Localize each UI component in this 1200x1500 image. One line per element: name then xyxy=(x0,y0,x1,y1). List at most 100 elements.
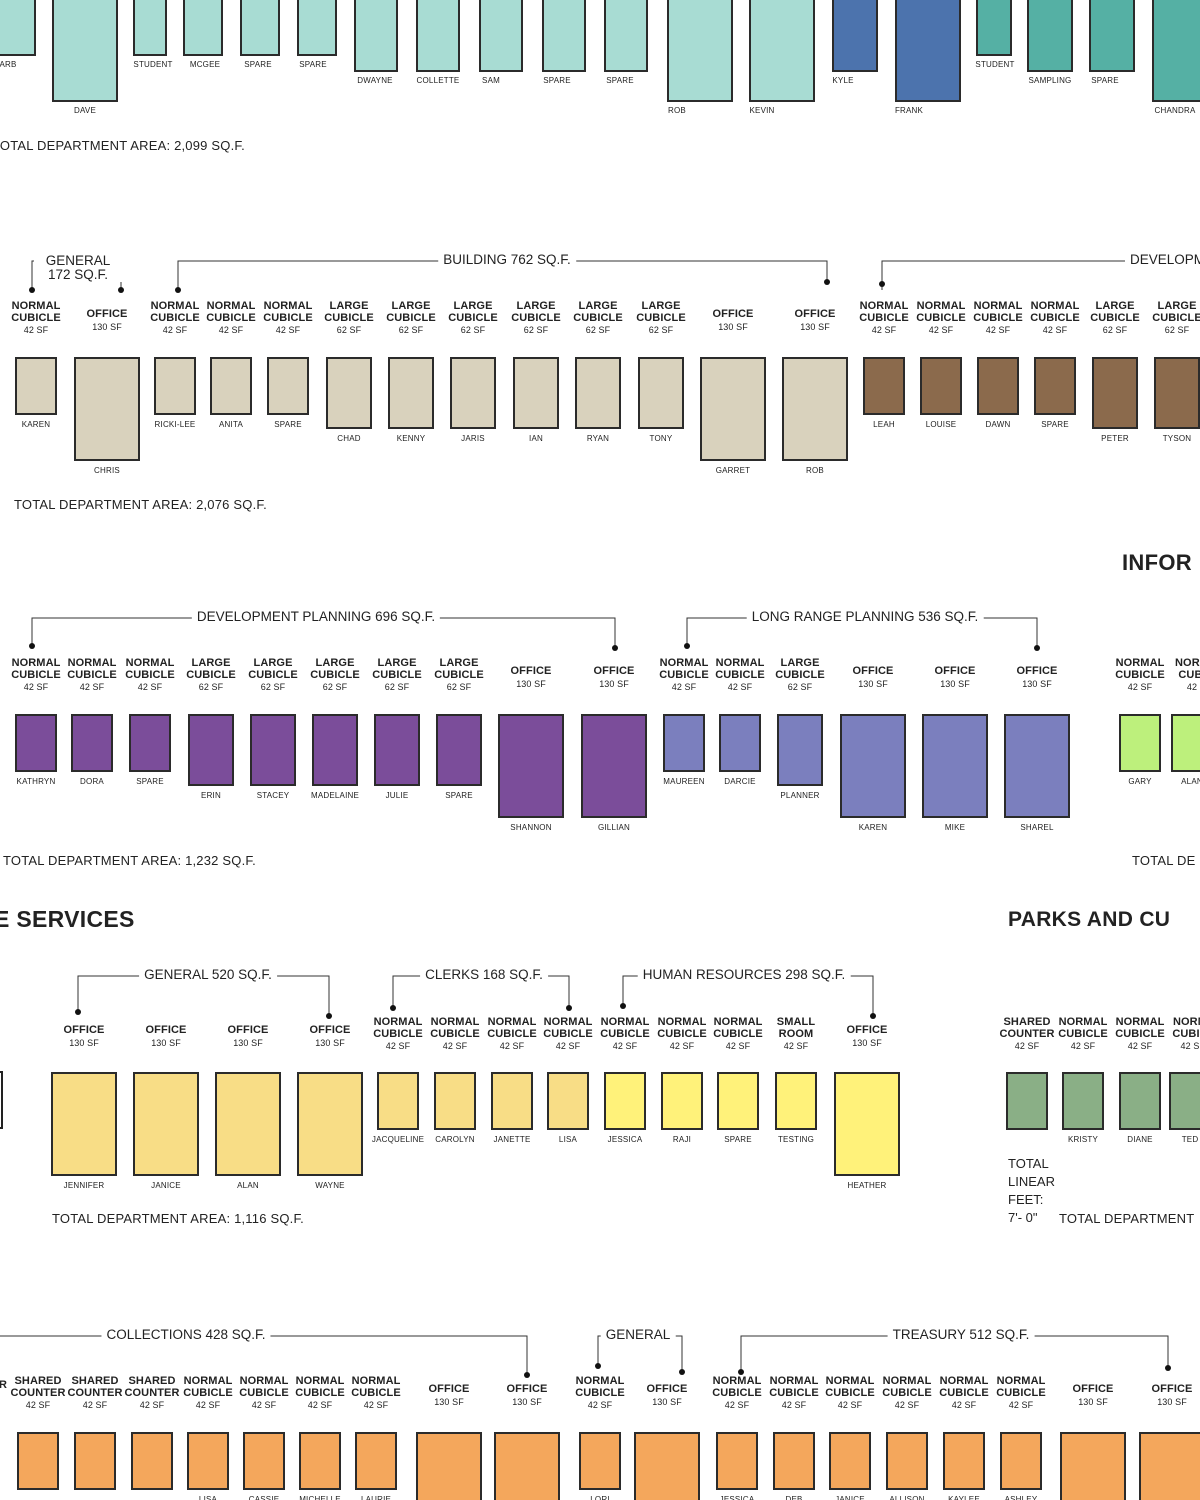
space-box xyxy=(604,1072,646,1130)
occupant-name: DAWN xyxy=(985,420,1011,429)
space-type-line: NORMAL xyxy=(1115,657,1165,669)
occupant-name: LISA xyxy=(198,1495,218,1500)
space-area-label: 42 SF xyxy=(727,682,753,693)
occupant-name: SPARE xyxy=(445,791,473,800)
occupant-name: KATHRYN xyxy=(16,777,56,786)
space-type-line: NORMAL xyxy=(939,1375,989,1387)
space-box xyxy=(700,357,766,461)
space-type-line: OFFICE xyxy=(1016,665,1058,677)
space-type-line: ROOM xyxy=(778,1027,814,1040)
space-type-line: CUBICLE xyxy=(636,311,686,324)
space-type-label: LARGE CUBICLE 62 SF xyxy=(386,300,436,336)
occupant-name: SPARE xyxy=(136,777,164,786)
space-type-label: NORMAL CUBICLE 42 SF xyxy=(67,657,117,693)
occupant-name: PETER xyxy=(1101,434,1129,443)
occupant-name: KAREN xyxy=(21,420,51,429)
space-type-line: NORMAL xyxy=(183,1375,233,1387)
space-area-label: 130 SF xyxy=(1157,1396,1187,1407)
space-box xyxy=(1004,714,1070,818)
occupant-name: CHANDRA xyxy=(1154,106,1196,115)
space-area-label: 130 SF xyxy=(233,1037,263,1048)
space-type-line: CUBICLE xyxy=(150,311,200,324)
space-box xyxy=(976,0,1012,56)
space-area-label: 42 SF xyxy=(1127,1041,1153,1052)
space-type-label: NORMAL CUBICLE 42 SF xyxy=(769,1375,819,1411)
space-area-label: 42 SF xyxy=(79,682,105,693)
linear-feet-line: TOTAL xyxy=(1008,1156,1049,1171)
space-type-label: LARGE CUBICLE 62 SF xyxy=(573,300,623,336)
space-type-line: NORMAL xyxy=(859,300,909,312)
space-type-line: LARGE xyxy=(780,657,820,669)
occupant-name: MAUREEN xyxy=(663,777,705,786)
space-area-label: 42 SF xyxy=(1014,1041,1040,1052)
space-area-label: 130 SF xyxy=(1078,1396,1108,1407)
space-box xyxy=(749,0,815,102)
space-area-label: 42 SF xyxy=(218,325,244,336)
space-type-line: CUBICLE xyxy=(916,311,966,324)
occupant-name: KAYLEE xyxy=(948,1495,980,1500)
space-area-label: 62 SF xyxy=(460,325,486,336)
space-area-label: 62 SF xyxy=(398,325,424,336)
space-box xyxy=(0,0,36,56)
bracket-dot xyxy=(566,1005,572,1011)
occupant-name: DORA xyxy=(80,777,104,786)
space-box xyxy=(74,357,140,461)
occupant-name: SPARE xyxy=(543,76,571,85)
space-type-line: NORMAL xyxy=(712,1375,762,1387)
space-type-line: NORMAL xyxy=(543,1016,593,1028)
occupant-name: DARCIE xyxy=(724,777,756,786)
space-type-line: NORMAL xyxy=(11,300,61,312)
space-area-label: 130 SF xyxy=(858,678,888,689)
space-type-line: OFFICE xyxy=(86,308,128,320)
space-type-line: OFFICE xyxy=(1072,1383,1114,1395)
space-box xyxy=(312,714,358,786)
space-type-line: CUBICLE xyxy=(713,1027,763,1040)
space-type-label: NORMAL CUBICLE 42 SF xyxy=(183,1375,233,1411)
space-box xyxy=(374,714,420,786)
space-area-label: 62 SF xyxy=(322,682,348,693)
occupant-name: MICHELLE xyxy=(299,1495,341,1500)
bracket-dot xyxy=(175,287,181,293)
space-type-label: OFFICE 130 SF xyxy=(146,1024,187,1048)
space-type-line: CUBICLE xyxy=(295,1386,345,1399)
space-type-line: CUBICLE xyxy=(825,1386,875,1399)
space-area-label: 42 SF xyxy=(1042,325,1068,336)
space-type-label: NORMAL CUBICLE 42 SF xyxy=(715,657,765,693)
space-type-line: CUBIC xyxy=(1172,1027,1200,1040)
occupant-name: ALAN xyxy=(1181,777,1200,786)
space-type-line: OFFICE xyxy=(846,1024,888,1036)
space-type-line: CUBICLE xyxy=(324,311,374,324)
space-type-line: CUBICLE xyxy=(248,668,298,681)
space-area-label: 62 SF xyxy=(585,325,611,336)
space-type-line: NORMAL xyxy=(487,1016,537,1028)
space-box xyxy=(661,1072,703,1130)
occupant-name: ROB xyxy=(806,466,824,475)
occupant-name: STACEY xyxy=(256,791,290,800)
space-type-line: NORMAL xyxy=(150,300,200,312)
space-type-line: COUNTER xyxy=(67,1386,123,1399)
space-type-line: COUNTER xyxy=(10,1386,66,1399)
space-type-label: SMALL ROOM 42 SF xyxy=(777,1016,815,1052)
space-type-label: NORMAL CUBICLE 42 SF xyxy=(859,300,909,336)
space-type-label: NORMAL CUBICLE 42 SF xyxy=(295,1375,345,1411)
space-box xyxy=(240,0,280,56)
bracket-dot xyxy=(1034,645,1040,651)
space-box xyxy=(1139,1432,1200,1500)
space-box xyxy=(943,1432,985,1490)
space-type-line: NORMAL xyxy=(659,657,709,669)
occupant-name: GARY xyxy=(1128,777,1152,786)
space-type-label: LARGE CUBICLE 62 SF xyxy=(248,657,298,693)
space-box xyxy=(667,0,733,102)
occupant-name: JULIE xyxy=(385,791,409,800)
space-area-label: 42 SF xyxy=(499,1041,525,1052)
occupant-name: LAURIE xyxy=(360,1495,392,1500)
occupant-name: STUDENT xyxy=(975,60,1015,69)
space-type-line: CUBICLE xyxy=(575,1386,625,1399)
space-area-label: 62 SF xyxy=(198,682,224,693)
space-area-label: 130 SF xyxy=(69,1037,99,1048)
space-box xyxy=(719,714,761,772)
space-box xyxy=(547,1072,589,1130)
space-type-label: NORMAL CUBICLE 42 SF xyxy=(973,300,1023,336)
space-type-line: CUBICLE xyxy=(1058,1027,1108,1040)
space-type-label: NORMAL CUBICLE 42 SF xyxy=(430,1016,480,1052)
